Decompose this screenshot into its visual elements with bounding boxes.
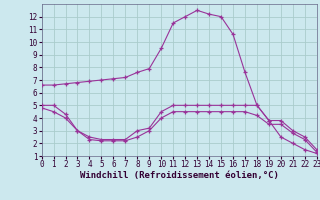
- X-axis label: Windchill (Refroidissement éolien,°C): Windchill (Refroidissement éolien,°C): [80, 171, 279, 180]
